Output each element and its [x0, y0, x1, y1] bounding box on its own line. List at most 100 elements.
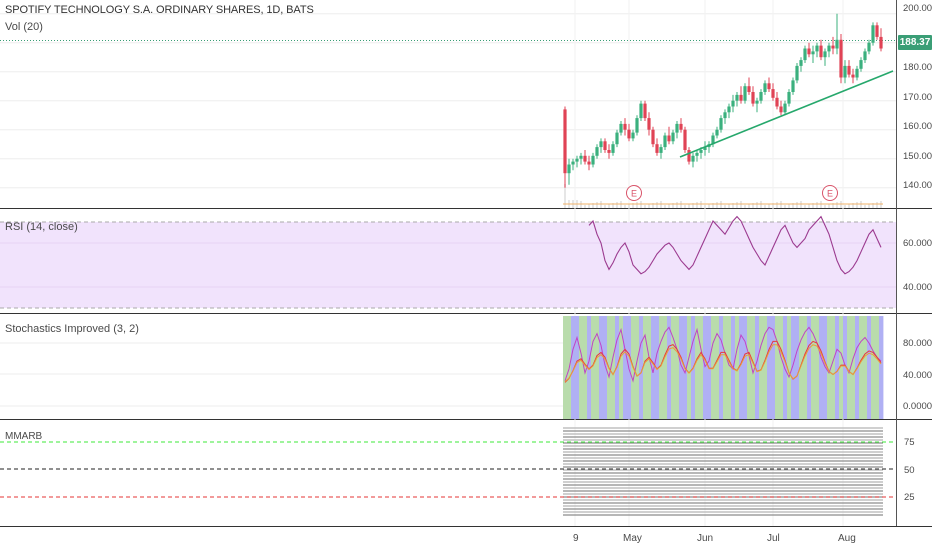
- volume-bar: [816, 202, 818, 208]
- earnings-marker-label: E: [631, 189, 637, 199]
- symbol-title[interactable]: SPOTIFY TECHNOLOGY S.A. ORDINARY SHARES,…: [5, 4, 314, 16]
- rsi-line: [588, 215, 882, 275]
- mmarb-tick: 25: [904, 492, 915, 503]
- candle-body: [847, 65, 851, 75]
- candle-body: [795, 65, 799, 81]
- stoch-signal-line: [564, 344, 882, 382]
- candle-body: [815, 45, 819, 52]
- volume-bar: [688, 204, 690, 208]
- candle-body: [723, 112, 727, 119]
- stoch-background: [827, 316, 832, 419]
- stoch-background: [571, 316, 576, 419]
- candle-body: [663, 135, 667, 148]
- candle-body: [671, 132, 675, 142]
- candle-body: [699, 150, 703, 153]
- volume-bar: [764, 205, 766, 208]
- stoch-background: [687, 316, 692, 419]
- stoch-background: [779, 316, 784, 419]
- price-tick: 140.00: [903, 180, 932, 191]
- x-tick: May: [623, 533, 642, 544]
- stoch-background: [735, 316, 740, 419]
- volume-bar: [592, 203, 594, 208]
- volume-bar: [744, 205, 746, 208]
- stoch-background: [839, 316, 844, 419]
- volume-bar: [788, 204, 790, 208]
- candle-body: [715, 129, 719, 136]
- volume-bar: [832, 203, 834, 208]
- stoch-background: [763, 316, 768, 419]
- volume-bar: [664, 205, 666, 208]
- volume-bar: [632, 203, 634, 208]
- stoch-background: [575, 316, 580, 419]
- rsi-legend[interactable]: RSI (14, close): [5, 221, 78, 233]
- candle-body: [843, 65, 847, 78]
- candle-body: [639, 103, 643, 119]
- volume-bar: [864, 205, 866, 208]
- candle-body: [659, 147, 663, 153]
- volume-bar: [876, 202, 878, 208]
- stoch-background: [747, 316, 752, 419]
- volume-bar: [648, 204, 650, 208]
- volume-bar: [792, 203, 794, 208]
- candle-body: [803, 48, 807, 61]
- volume-bar: [732, 203, 734, 208]
- stoch-background: [795, 316, 800, 419]
- volume-bar: [848, 204, 850, 208]
- last-price-tag: 188.37: [898, 35, 932, 50]
- stoch-background: [871, 316, 876, 419]
- volume-bar: [768, 204, 770, 208]
- stoch-background: [727, 316, 732, 419]
- volume-bar: [624, 205, 626, 208]
- stoch-background: [675, 316, 680, 419]
- x-tick: 9: [573, 533, 579, 544]
- volume-bar: [656, 202, 658, 208]
- stoch-background: [659, 316, 664, 419]
- volume-bar: [676, 202, 678, 208]
- stoch-background: [563, 316, 568, 419]
- volume-bar: [808, 204, 810, 208]
- stoch-background: [699, 316, 704, 419]
- volume-bar: [672, 203, 674, 208]
- candle-body: [643, 103, 647, 119]
- price-tick: 200.00: [903, 3, 932, 14]
- stoch-background: [751, 316, 756, 419]
- volume-legend[interactable]: Vol (20): [5, 21, 43, 33]
- stoch-background: [863, 316, 868, 419]
- stoch-background: [715, 316, 720, 419]
- candle-body: [867, 42, 871, 52]
- rsi-tick: 40.0000: [903, 282, 932, 293]
- mmarb-tick: 75: [904, 437, 915, 448]
- candle-body: [571, 161, 575, 165]
- candle-body: [635, 118, 639, 133]
- candle-body: [711, 135, 715, 145]
- candle-body: [615, 132, 619, 145]
- earnings-marker: [822, 185, 838, 201]
- candle-body: [727, 106, 731, 113]
- mmarb-legend[interactable]: MMARB: [5, 431, 43, 442]
- volume-bar: [652, 203, 654, 208]
- candle-body: [607, 150, 611, 153]
- candle-body: [703, 147, 707, 150]
- volume-bar: [668, 204, 670, 208]
- candle-body: [771, 89, 775, 98]
- stoch-background: [879, 316, 884, 419]
- candle-body: [839, 39, 843, 78]
- stoch-background: [723, 316, 728, 419]
- volume-bar: [748, 204, 750, 208]
- candle-body: [623, 123, 627, 130]
- stoch-background: [815, 316, 820, 419]
- candle-body: [835, 39, 839, 49]
- stoch-background: [859, 316, 864, 419]
- stoch-background: [787, 316, 792, 419]
- candle-body: [827, 45, 831, 52]
- volume-bar: [692, 203, 694, 208]
- volume-bar: [628, 204, 630, 208]
- stoch-background: [775, 316, 780, 419]
- stochastics-legend[interactable]: Stochastics Improved (3, 2): [5, 323, 139, 335]
- candle-body: [667, 135, 671, 142]
- candle-body: [799, 60, 803, 66]
- volume-bar: [796, 202, 798, 208]
- candle-body: [627, 129, 631, 139]
- candle-body: [591, 155, 595, 165]
